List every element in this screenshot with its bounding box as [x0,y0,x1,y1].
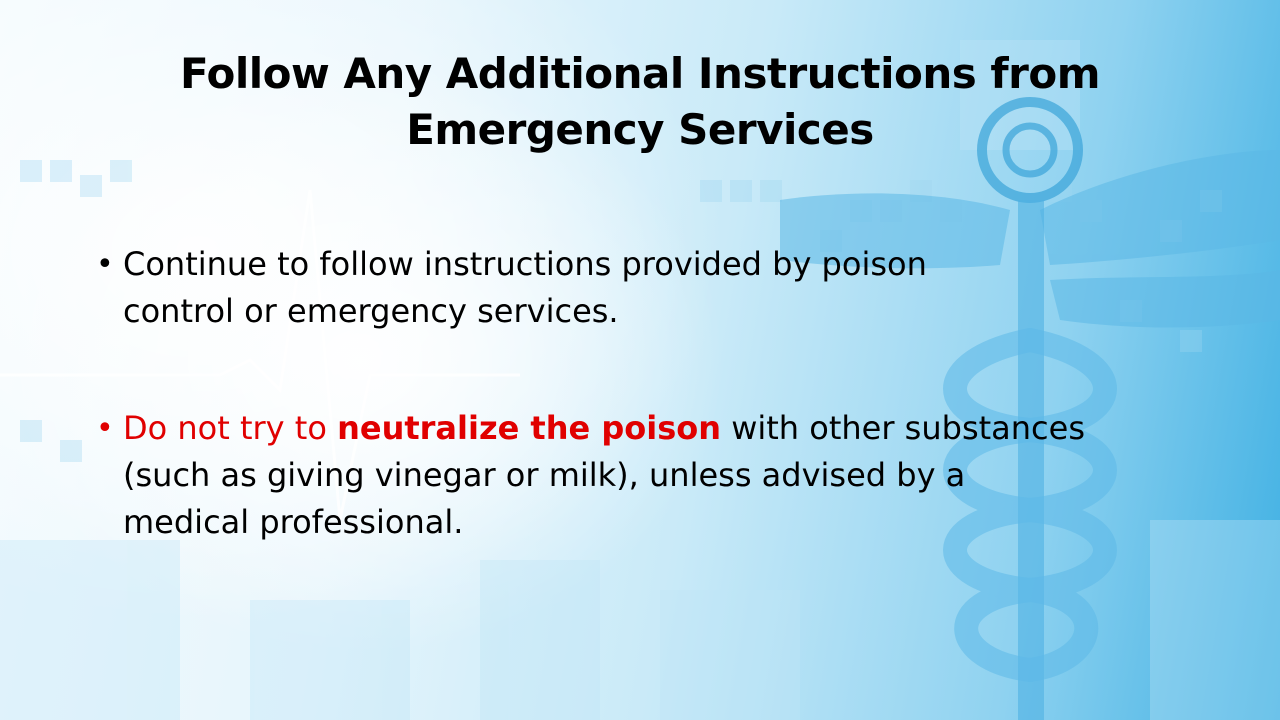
bullet-glyph: • [96,247,114,282]
bullet-list: • Continue to follow instructions provid… [96,241,1216,546]
caduceus-wings-decoration [780,150,1280,328]
bullet-2-line-2: (such as giving vinegar or milk), unless… [123,456,966,494]
slide-title-line-2: Emergency Services [406,105,874,154]
bullet-item-follow-instructions: • Continue to follow instructions provid… [96,241,1216,335]
bullet-2-warning-lead: Do not try to [123,409,338,447]
bullet-item-do-not-neutralize: • Do not try to neutralize the poison wi… [96,405,1216,546]
bullet-1-line-2: control or emergency services. [123,292,619,330]
slide-title: Follow Any Additional Instructions from … [60,46,1220,158]
bullet-2-warning-emphasis: neutralize the poison [337,409,722,447]
soft-panels-decoration [0,40,1280,720]
caduceus-snakes-decoration [943,328,1117,682]
bullet-2-line-3: medical professional. [123,503,464,541]
circle-emblem-decoration [977,97,1083,203]
bullet-1-line-1: Continue to follow instructions provided… [123,245,927,283]
slide-title-line-1: Follow Any Additional Instructions from [179,49,1101,98]
caduceus-staff-decoration [1018,200,1044,720]
heartbeat-line-decoration [0,189,520,521]
bullet-2-line-1-rest: with other substances [721,409,1085,447]
bullet-glyph-red: • [96,411,114,446]
